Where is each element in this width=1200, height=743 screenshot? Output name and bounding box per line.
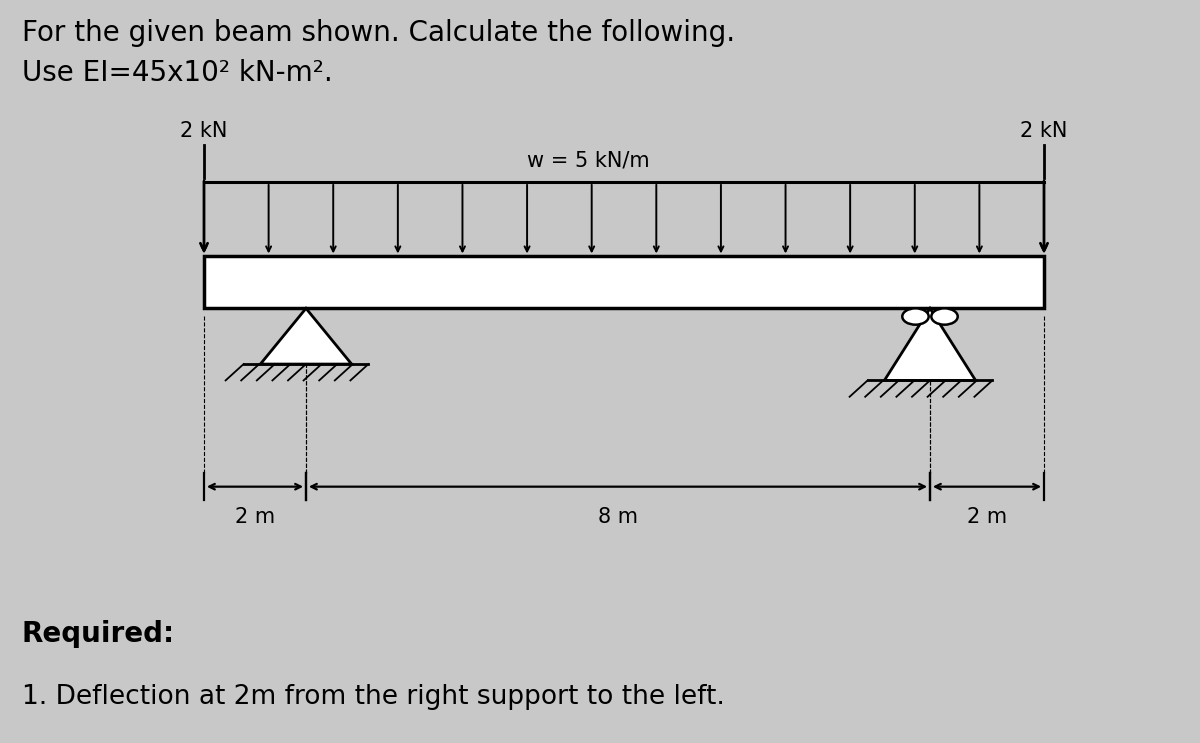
Text: 1. Deflection at 2m from the right support to the left.: 1. Deflection at 2m from the right suppo… [22, 684, 725, 710]
Text: 2 m: 2 m [967, 507, 1007, 528]
Circle shape [931, 308, 958, 325]
Polygon shape [260, 308, 352, 364]
Circle shape [902, 308, 929, 325]
Text: 2 kN: 2 kN [1020, 121, 1068, 141]
Text: 8 m: 8 m [598, 507, 638, 528]
Text: For the given beam shown. Calculate the following.: For the given beam shown. Calculate the … [22, 19, 734, 47]
Text: Required:: Required: [22, 620, 175, 649]
Bar [204, 256, 1044, 308]
Text: 2 kN: 2 kN [180, 121, 228, 141]
Text: w = 5 kN/m: w = 5 kN/m [527, 151, 649, 171]
Text: 2 m: 2 m [235, 507, 275, 528]
Polygon shape [884, 308, 976, 380]
Text: Use EI=45x10² kN-m².: Use EI=45x10² kN-m². [22, 59, 332, 88]
